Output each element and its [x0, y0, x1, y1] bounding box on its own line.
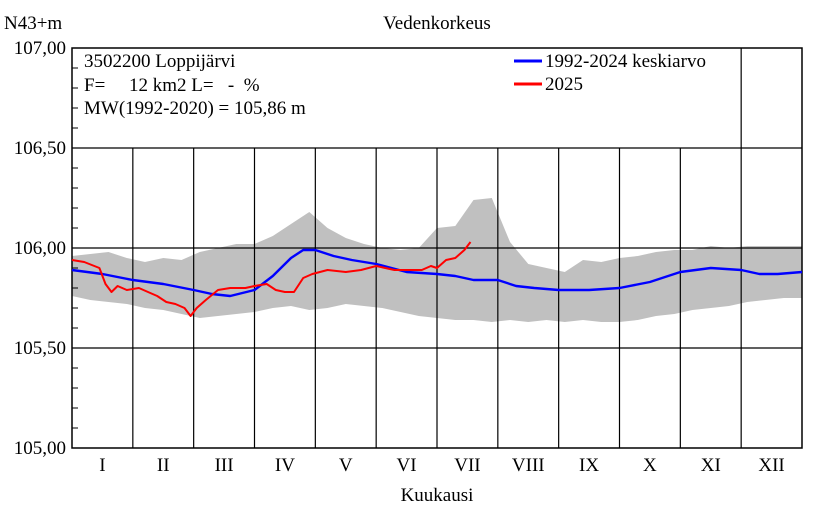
legend: 1992-2024 keskiarvo 2025 — [514, 51, 706, 95]
y-tick-label: 105,00 — [14, 438, 66, 459]
x-axis-label: Kuukausi — [401, 485, 474, 506]
series-layer — [71, 241, 803, 317]
month-tick-label: II — [157, 455, 170, 476]
grid-layer — [71, 47, 803, 449]
month-tick-label: V — [339, 455, 353, 476]
month-tick-label: III — [215, 455, 234, 476]
legend-label-mean: 1992-2024 keskiarvo — [545, 51, 706, 72]
month-tick-label: I — [99, 455, 105, 476]
month-tick-label: X — [643, 455, 657, 476]
y-axis-unit-label: N43+m — [4, 13, 62, 34]
month-tick-label: XII — [758, 455, 784, 476]
tick-layer — [72, 67, 78, 429]
month-tick-label: VII — [454, 455, 480, 476]
y-tick-label: 106,50 — [14, 138, 66, 159]
month-tick-label: IV — [275, 455, 295, 476]
y-tick-label: 106,00 — [14, 238, 66, 259]
area-info: F= 12 km2 L= - % — [84, 75, 260, 96]
y-tick-label: 107,00 — [14, 38, 66, 59]
legend-label-2025: 2025 — [545, 74, 583, 95]
mean-series-line — [71, 248, 803, 298]
station-info: 3502200 Loppijärvi — [84, 51, 235, 72]
year-2025-line — [71, 241, 472, 317]
month-tick-label: IX — [579, 455, 599, 476]
month-tick-label: XI — [701, 455, 721, 476]
month-tick-label: VIII — [512, 455, 545, 476]
mean-water-info: MW(1992-2020) = 105,86 m — [84, 98, 306, 119]
month-tick-label: VI — [397, 455, 417, 476]
chart-title: Vedenkorkeus — [383, 13, 491, 34]
y-tick-label: 105,50 — [14, 338, 66, 359]
